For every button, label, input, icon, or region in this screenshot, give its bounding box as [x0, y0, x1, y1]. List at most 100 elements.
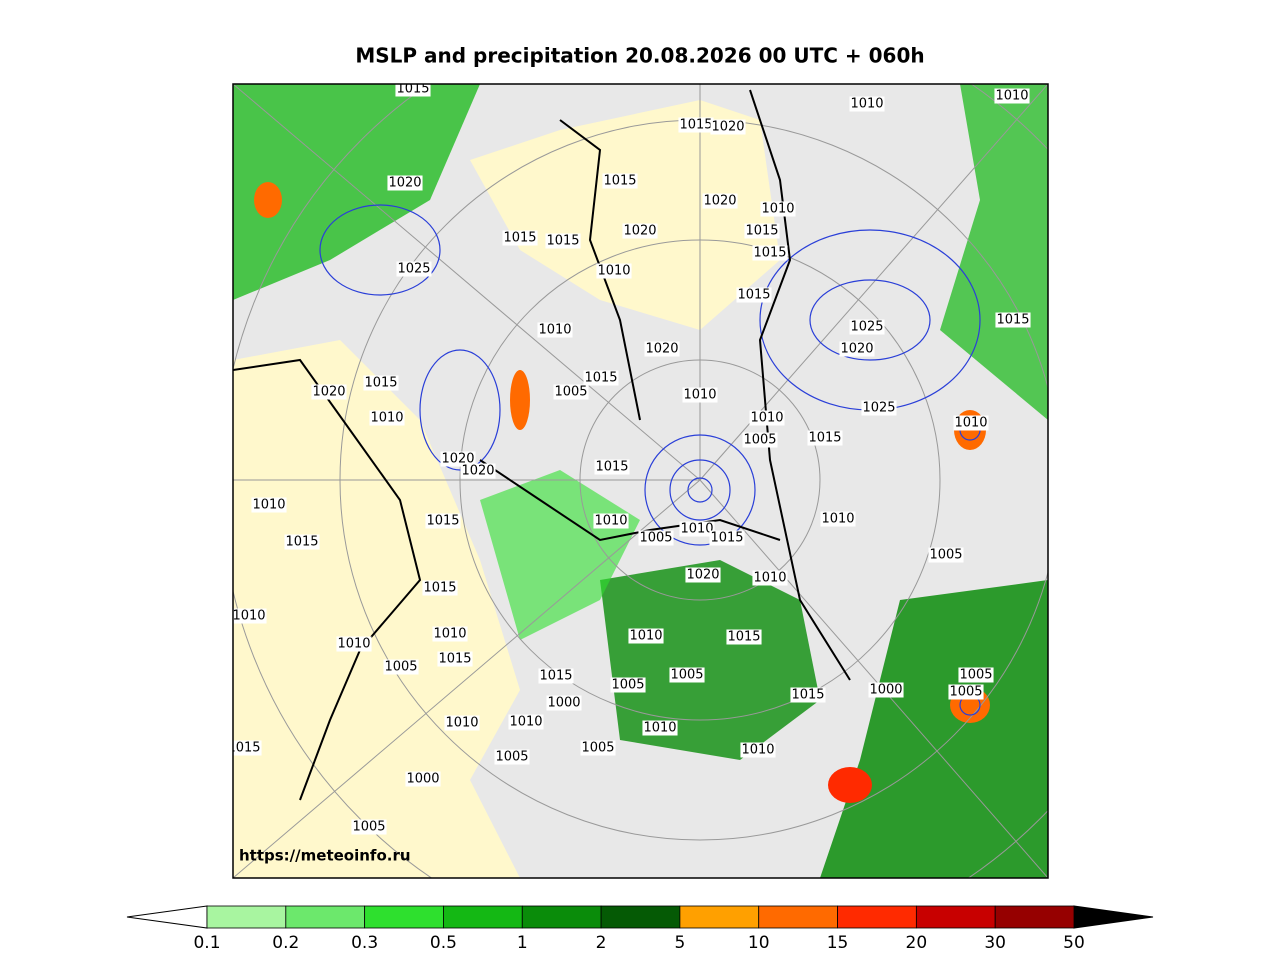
colorbar-over — [1073, 905, 1154, 929]
isobar-label-box — [311, 384, 347, 400]
isobar-label-box — [602, 173, 638, 189]
colorbar-swatch — [206, 905, 287, 929]
isobar-label: 1015 — [737, 288, 770, 303]
isobar-label-box — [752, 245, 788, 261]
isobar-label-box — [622, 223, 658, 239]
isobar-label: 1005 — [743, 433, 776, 448]
coastlines — [233, 89, 851, 801]
isobar-label: 1015 — [745, 224, 778, 239]
isobar-label: 1010 — [954, 416, 987, 431]
isobar-label-box — [593, 513, 629, 529]
isobar-label-box — [790, 687, 826, 703]
isobar-label-box — [395, 84, 431, 97]
isobar-label-box — [749, 410, 785, 426]
isobar-label: 1015 — [364, 376, 397, 391]
isobar-label: 1005 — [670, 668, 703, 683]
isobar-label: 1015 — [396, 82, 429, 97]
isobar-label-box — [752, 570, 788, 586]
isobar-label-box — [760, 201, 796, 217]
isobar-label: 1010 — [370, 411, 403, 426]
isobar-label: 1005 — [384, 660, 417, 675]
isobar-label: 1015 — [710, 531, 743, 546]
isobar-label-box — [702, 193, 738, 209]
isobar-label-box — [538, 668, 574, 684]
colorbar-tick-label: 5 — [674, 933, 685, 953]
colorbar-tick-label: 50 — [1063, 933, 1085, 953]
colorbar-tick-label: 0.3 — [351, 933, 378, 953]
isobar-label: 1020 — [388, 176, 421, 191]
isobar-label: 1010 — [594, 514, 627, 529]
precip-area — [940, 84, 1048, 420]
isobar-label-box — [284, 534, 320, 550]
colorbar-tick-label: 0.1 — [193, 933, 220, 953]
isobar-label: 1010 — [741, 743, 774, 758]
isobar-label-box — [233, 608, 267, 624]
isobar-label-box — [440, 451, 476, 467]
isobar-label: 1015 — [996, 313, 1029, 328]
isobar-label: 1010 — [445, 716, 478, 731]
map-frame — [232, 83, 1049, 879]
isobar-label-box — [948, 684, 984, 700]
colorbar-tick-label: 20 — [906, 933, 928, 953]
isobar-label-box — [740, 742, 776, 758]
isobar-label-box — [537, 322, 573, 338]
isobar-label: 1005 — [352, 820, 385, 835]
isobar-label-box — [710, 119, 746, 135]
precip-area — [233, 84, 480, 300]
isobar-label-box — [425, 513, 461, 529]
colorbar: 0.1 0.2 0.3 0.5 1 2 5 10 15 20 30 50 — [126, 905, 1154, 953]
colorbar-tick-label: 10 — [748, 933, 770, 953]
colorbar-tick-label: 30 — [984, 933, 1006, 953]
isobar-label-box — [422, 580, 458, 596]
isobar-label: 1015 — [584, 371, 617, 386]
isobar-label-box — [437, 651, 473, 667]
isobar-label: 1015 — [503, 231, 536, 246]
colorbar-swatch — [600, 905, 681, 929]
isobar-label: 1010 — [509, 715, 542, 730]
isobar-label: 1015 — [539, 669, 572, 684]
colorbar-swatch — [521, 905, 602, 929]
isobar-label: 1010 — [232, 609, 265, 624]
isobar-label: 1010 — [821, 512, 854, 527]
isobar-label-box — [396, 261, 432, 277]
isobar-label-box — [995, 312, 1031, 328]
isobar-label: 1020 — [461, 464, 494, 479]
precip-area — [820, 580, 1048, 878]
isobar-label-box — [742, 432, 778, 448]
isobar-label: 1010 — [753, 571, 786, 586]
isobar-label-box — [545, 233, 581, 249]
isobar-label: 1005 — [495, 750, 528, 765]
isobar-label-box — [387, 175, 423, 191]
colorbar-swatch — [679, 905, 760, 929]
isobar-label: 1015 — [227, 741, 260, 756]
isobar-label-box — [351, 819, 387, 835]
isobar-label-box — [679, 521, 715, 537]
isobar-label-box — [682, 387, 718, 403]
isobar-label: 1010 — [995, 89, 1028, 104]
isobar-label: 1015 — [791, 688, 824, 703]
isobar-label: 1010 — [850, 97, 883, 112]
isobar-label-box — [638, 530, 674, 546]
isobar-label-box — [669, 667, 705, 683]
isobar-label-box — [580, 740, 616, 756]
isobar-label: 1025 — [862, 401, 895, 416]
isobar-label: 1020 — [441, 452, 474, 467]
precip-area — [480, 470, 640, 640]
isobar-label-box — [494, 749, 530, 765]
isobar-label: 1015 — [423, 581, 456, 596]
title: MSLP and precipitation 20.08.2026 00 UTC… — [355, 44, 924, 68]
isobar-label-box — [709, 530, 745, 546]
isobar-label: 1010 — [683, 388, 716, 403]
isobar-label-box — [744, 223, 780, 239]
isobar-label-box — [953, 415, 989, 431]
isobar-label: 1005 — [959, 668, 992, 683]
isobar-label: 1005 — [554, 385, 587, 400]
isobar-label: 1000 — [547, 696, 580, 711]
isobar-label: 1025 — [850, 320, 883, 335]
isobar-label: 1010 — [680, 522, 713, 537]
isobar-label: 1010 — [750, 411, 783, 426]
isobar-label-box — [460, 463, 496, 479]
isobar-label-box — [583, 370, 619, 386]
